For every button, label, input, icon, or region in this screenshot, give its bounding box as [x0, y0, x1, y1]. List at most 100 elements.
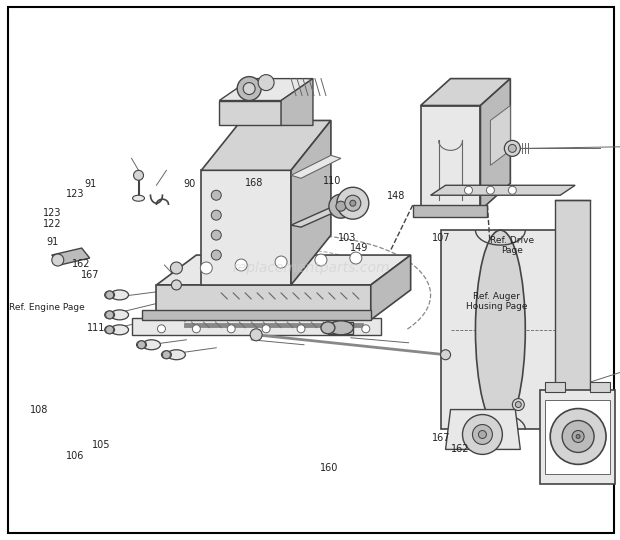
Text: 148: 148: [387, 191, 405, 201]
Ellipse shape: [476, 230, 525, 429]
Circle shape: [508, 144, 516, 152]
Bar: [545, 382, 565, 392]
Text: Ref. Drive
Page: Ref. Drive Page: [490, 236, 534, 255]
Polygon shape: [420, 105, 480, 210]
Circle shape: [275, 256, 287, 268]
Circle shape: [105, 326, 113, 334]
Circle shape: [250, 329, 262, 341]
Ellipse shape: [110, 290, 128, 300]
Polygon shape: [202, 120, 331, 170]
Ellipse shape: [167, 350, 185, 360]
Circle shape: [550, 409, 606, 464]
Polygon shape: [291, 205, 346, 227]
Circle shape: [243, 83, 255, 94]
Text: 110: 110: [324, 176, 342, 186]
Circle shape: [211, 230, 221, 240]
Circle shape: [105, 311, 113, 319]
Circle shape: [237, 77, 261, 100]
Text: Ref. Engine Page: Ref. Engine Page: [9, 303, 84, 312]
Polygon shape: [291, 120, 331, 285]
Text: 106: 106: [66, 451, 84, 461]
Text: 91: 91: [46, 237, 59, 247]
Circle shape: [487, 186, 494, 194]
Bar: [413, 205, 487, 217]
Circle shape: [162, 351, 170, 359]
Polygon shape: [281, 79, 313, 125]
Polygon shape: [291, 156, 341, 178]
Text: 123: 123: [66, 188, 84, 199]
Polygon shape: [219, 100, 281, 125]
Circle shape: [362, 325, 370, 333]
Text: 111: 111: [87, 322, 105, 333]
Polygon shape: [446, 409, 520, 449]
Ellipse shape: [143, 340, 161, 350]
Ellipse shape: [329, 321, 353, 335]
Circle shape: [572, 430, 584, 442]
Circle shape: [464, 186, 472, 194]
Circle shape: [235, 259, 247, 271]
Circle shape: [479, 430, 487, 438]
Circle shape: [315, 254, 327, 266]
Ellipse shape: [110, 310, 128, 320]
Circle shape: [133, 170, 143, 180]
Circle shape: [170, 262, 182, 274]
Circle shape: [512, 399, 525, 410]
Text: 122: 122: [43, 219, 62, 230]
Circle shape: [508, 186, 516, 194]
Circle shape: [350, 200, 356, 206]
Circle shape: [463, 415, 502, 455]
Circle shape: [297, 325, 305, 333]
Ellipse shape: [105, 291, 115, 299]
Circle shape: [52, 254, 64, 266]
Ellipse shape: [110, 325, 128, 335]
Circle shape: [504, 140, 520, 157]
Circle shape: [329, 194, 353, 218]
Text: 107: 107: [432, 233, 450, 242]
Text: 168: 168: [245, 178, 264, 188]
Polygon shape: [555, 200, 590, 440]
Ellipse shape: [133, 195, 144, 201]
Bar: [540, 390, 615, 484]
Text: 160: 160: [321, 463, 339, 473]
Circle shape: [171, 280, 182, 290]
Polygon shape: [490, 105, 510, 165]
Ellipse shape: [105, 311, 115, 319]
Circle shape: [441, 350, 451, 360]
Bar: [441, 230, 560, 429]
Circle shape: [332, 325, 340, 333]
Circle shape: [345, 195, 361, 211]
Circle shape: [562, 421, 594, 453]
Bar: [590, 382, 610, 392]
Circle shape: [200, 262, 212, 274]
Text: 167: 167: [432, 433, 450, 443]
Polygon shape: [156, 285, 371, 320]
Circle shape: [515, 402, 521, 408]
Text: 149: 149: [350, 244, 368, 253]
Text: 123: 123: [43, 208, 62, 219]
Text: 108: 108: [30, 405, 48, 415]
Circle shape: [472, 424, 492, 444]
Polygon shape: [131, 318, 381, 335]
Circle shape: [350, 252, 362, 264]
Text: 105: 105: [92, 440, 110, 450]
Polygon shape: [202, 170, 291, 285]
Circle shape: [211, 190, 221, 200]
Text: Ref. Auger
Housing Page: Ref. Auger Housing Page: [466, 292, 527, 311]
Polygon shape: [431, 185, 575, 195]
Circle shape: [576, 435, 580, 438]
Polygon shape: [480, 79, 510, 210]
Text: 91: 91: [84, 179, 97, 189]
Polygon shape: [219, 79, 313, 100]
Ellipse shape: [321, 322, 335, 334]
Circle shape: [211, 210, 221, 220]
Polygon shape: [156, 255, 410, 285]
Polygon shape: [420, 79, 510, 105]
Text: replacementparts.com: replacementparts.com: [232, 261, 390, 275]
Text: 90: 90: [183, 179, 195, 189]
Polygon shape: [141, 310, 371, 320]
Circle shape: [336, 201, 346, 211]
Bar: [328, 322, 353, 334]
Polygon shape: [371, 255, 410, 320]
Polygon shape: [52, 248, 90, 265]
Circle shape: [262, 325, 270, 333]
